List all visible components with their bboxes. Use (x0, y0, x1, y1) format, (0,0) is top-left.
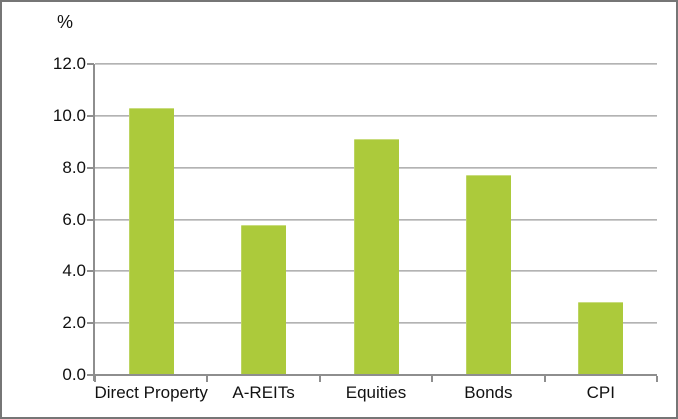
bar-direct-property (128, 108, 174, 375)
y-axis-tick (87, 270, 94, 273)
y-tick-label: 0.0 (62, 365, 86, 384)
category-label-cpi: CPI (586, 383, 615, 402)
y-tick-label: 8.0 (62, 157, 86, 177)
y-axis-tick (87, 218, 94, 221)
x-axis-tick (318, 376, 321, 382)
x-axis-tick (656, 376, 658, 382)
x-axis-tick (206, 376, 209, 382)
gridline-10.0 (95, 114, 657, 117)
y-tick-label: 2.0 (62, 313, 86, 333)
y-axis-tick (87, 63, 94, 65)
y-axis-unit-label: % (57, 12, 74, 32)
category-label-direct-property: Direct Property (94, 383, 208, 402)
y-axis-tick (87, 114, 94, 117)
category-label-bonds: Bonds (464, 383, 513, 402)
bar-cpi (578, 302, 624, 375)
category-label-equities: Equities (345, 383, 407, 402)
y-tick-label: 12.0 (52, 54, 86, 73)
x-axis-tick (431, 376, 434, 382)
y-axis-line (93, 64, 95, 381)
y-axis-tick (87, 166, 94, 169)
category-label-a-reits: A-REITs (232, 383, 295, 402)
y-axis-tick (87, 322, 94, 325)
x-axis-tick (543, 376, 546, 382)
y-tick-label: 6.0 (62, 209, 86, 229)
bar-equities (353, 139, 399, 375)
x-axis-line (95, 374, 657, 376)
gridline-12.0 (95, 63, 657, 65)
y-tick-label: 4.0 (62, 261, 86, 281)
bar-a-reits (241, 224, 287, 375)
x-axis-tick (94, 376, 96, 382)
y-axis-tick (87, 374, 94, 376)
bar-bonds (465, 175, 511, 375)
y-tick-label: 10.0 (52, 105, 86, 125)
